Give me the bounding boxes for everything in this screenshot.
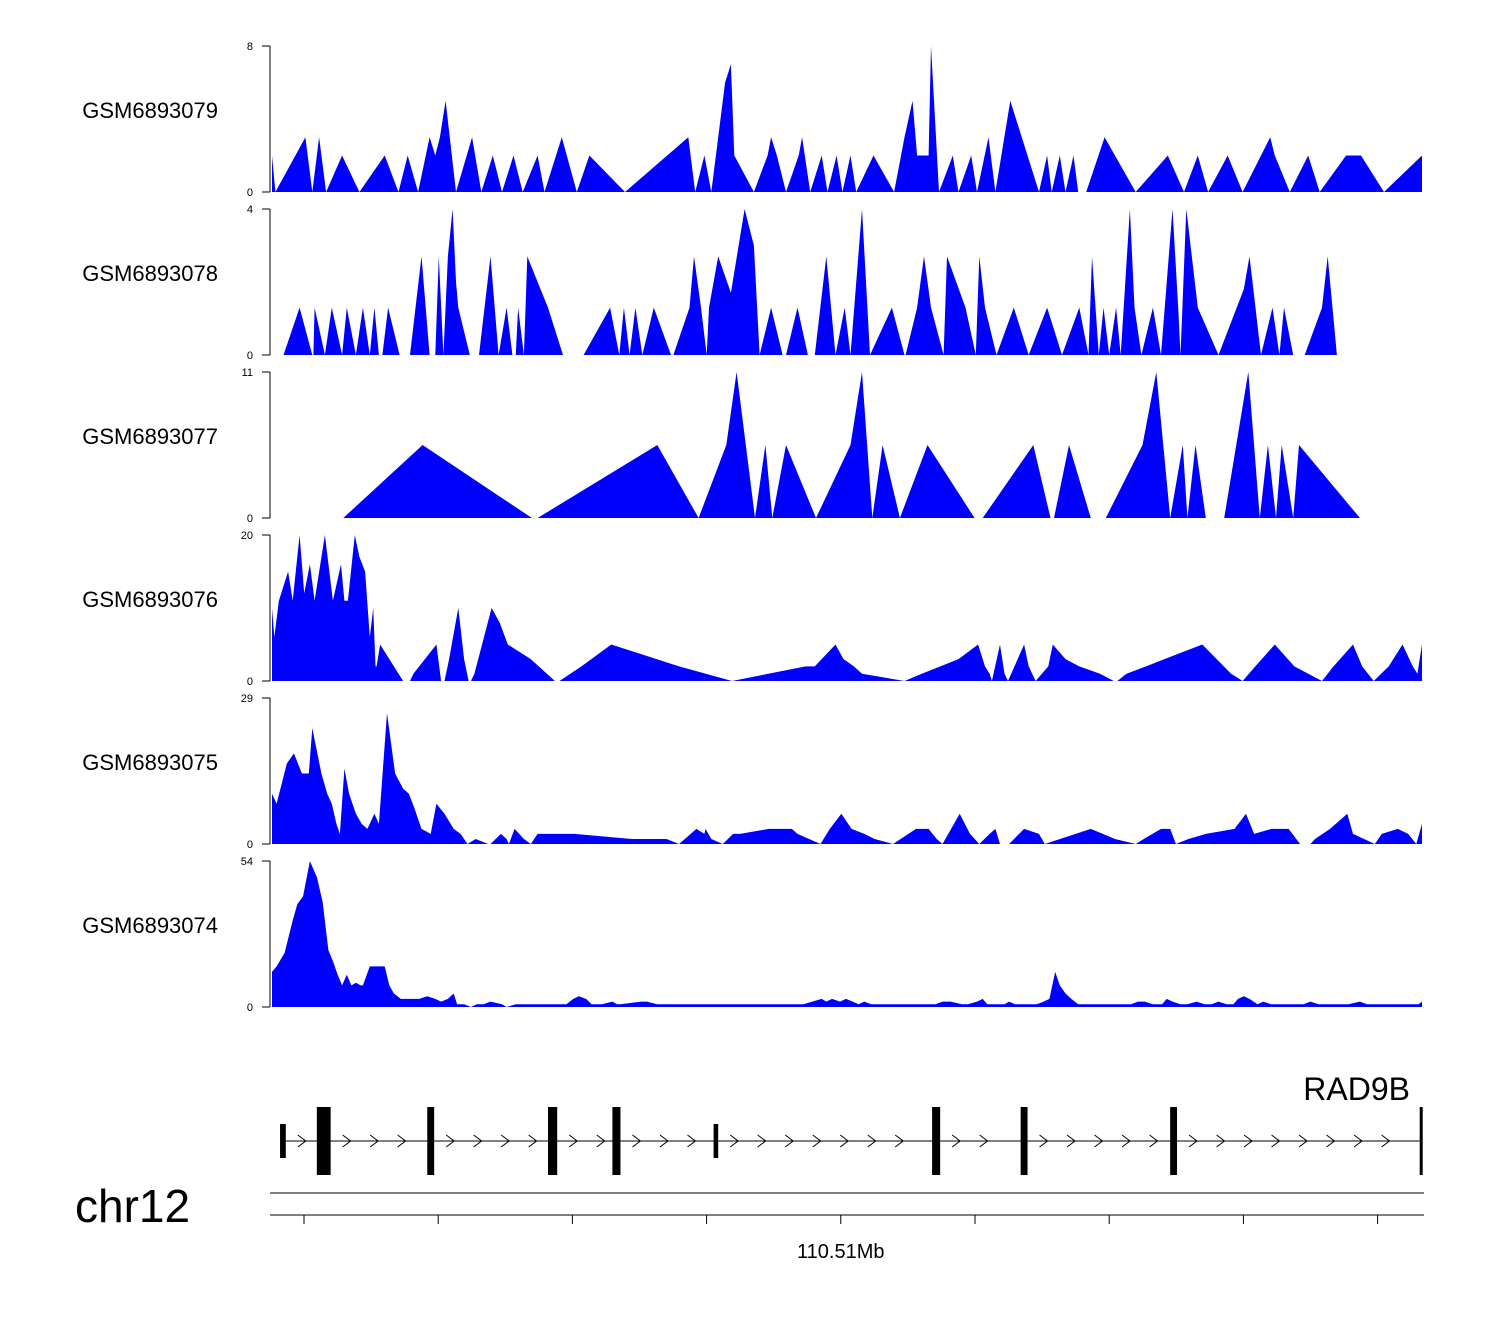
exon-block bbox=[1419, 1107, 1423, 1175]
exon-block bbox=[1020, 1107, 1028, 1175]
y-tick-label-min: 0 bbox=[247, 350, 253, 362]
utr-block bbox=[280, 1124, 286, 1158]
track-label: GSM6893076 bbox=[82, 587, 218, 612]
track-label: GSM6893075 bbox=[82, 750, 218, 775]
strand-arrow bbox=[1216, 1134, 1226, 1148]
strand-arrow bbox=[757, 1134, 767, 1148]
exon-block bbox=[612, 1107, 621, 1175]
y-tick-label-max: 11 bbox=[242, 367, 253, 379]
data-tracks: GSM689307980GSM689307840GSM6893077110GSM… bbox=[82, 41, 1422, 1014]
exon-block bbox=[1170, 1107, 1178, 1175]
strand-arrow bbox=[1121, 1134, 1131, 1148]
exon-block bbox=[427, 1107, 435, 1175]
strand-arrow bbox=[1381, 1134, 1391, 1148]
strand-arrow bbox=[979, 1134, 989, 1148]
track-GSM6893079: GSM6893079 8 0 bbox=[82, 41, 1422, 199]
strand-arrow bbox=[568, 1134, 579, 1148]
track-GSM6893078: GSM6893078 4 0 bbox=[82, 204, 1337, 362]
strand-arrow bbox=[1188, 1134, 1198, 1148]
strand-arrow bbox=[473, 1134, 483, 1148]
strand-arrow bbox=[1271, 1134, 1281, 1148]
strand-arrow bbox=[867, 1134, 877, 1148]
exon-block bbox=[934, 1107, 938, 1175]
strand-arrow bbox=[297, 1134, 307, 1148]
track-label: GSM6893077 bbox=[82, 424, 218, 449]
strand-arrow bbox=[342, 1134, 352, 1148]
strand-arrow bbox=[951, 1134, 961, 1148]
strand-arrow bbox=[397, 1134, 407, 1148]
y-tick-label-min: 0 bbox=[247, 513, 253, 525]
y-tick-label-min: 0 bbox=[247, 676, 253, 688]
strand-arrow bbox=[596, 1134, 606, 1148]
track-GSM6893074: GSM6893074 54 0 bbox=[82, 856, 1422, 1014]
strand-arrow bbox=[839, 1134, 850, 1148]
strand-arrow bbox=[1326, 1134, 1336, 1148]
y-tick-label-max: 8 bbox=[247, 41, 253, 53]
track-label: GSM6893079 bbox=[82, 98, 218, 123]
signal-area bbox=[272, 535, 1422, 681]
signal-area bbox=[343, 372, 1360, 518]
track-GSM6893077: GSM6893077 11 0 bbox=[82, 367, 1360, 525]
signal-area bbox=[272, 861, 1422, 1007]
exon-block bbox=[548, 1107, 558, 1175]
strand-arrow bbox=[369, 1134, 379, 1148]
strand-arrow bbox=[1094, 1134, 1104, 1148]
strand-arrow bbox=[500, 1134, 510, 1148]
genome-axis: chr12 110.51Mb bbox=[75, 1180, 1424, 1263]
y-tick-label-min: 0 bbox=[247, 839, 253, 851]
strand-arrow bbox=[1298, 1134, 1308, 1148]
gene-name-label: RAD9B bbox=[1303, 1071, 1410, 1107]
signal-area bbox=[272, 46, 1422, 192]
strand-arrow bbox=[784, 1134, 795, 1148]
strand-arrow bbox=[528, 1134, 538, 1148]
strand-arrow bbox=[659, 1134, 669, 1148]
strand-arrow bbox=[1243, 1134, 1253, 1148]
strand-arrow bbox=[1149, 1134, 1159, 1148]
utr-block bbox=[713, 1124, 719, 1158]
signal-area bbox=[283, 209, 1337, 355]
strand-arrow bbox=[1066, 1134, 1076, 1148]
y-tick-label-max: 54 bbox=[241, 856, 253, 868]
strand-arrow bbox=[812, 1134, 822, 1148]
y-tick-label-max: 29 bbox=[241, 693, 253, 705]
strand-arrow bbox=[729, 1134, 740, 1148]
strand-arrow bbox=[1353, 1134, 1363, 1148]
track-GSM6893075: GSM6893075 29 0 bbox=[82, 693, 1422, 851]
track-GSM6893076: GSM6893076 20 0 bbox=[82, 530, 1422, 688]
strand-arrow bbox=[687, 1134, 697, 1148]
gene-track: RAD9B bbox=[280, 1071, 1423, 1175]
strand-arrow bbox=[894, 1134, 905, 1148]
y-tick-label-min: 0 bbox=[247, 1002, 253, 1014]
track-label: GSM6893074 bbox=[82, 913, 218, 938]
axis-tick-label: 110.51Mb bbox=[797, 1241, 884, 1263]
y-tick-label-max: 4 bbox=[247, 204, 253, 216]
strand-arrow bbox=[632, 1134, 642, 1148]
chromosome-label: chr12 bbox=[75, 1180, 190, 1232]
exon-block bbox=[326, 1107, 330, 1175]
strand-arrow bbox=[445, 1134, 455, 1148]
y-tick-label-min: 0 bbox=[247, 187, 253, 199]
strand-arrow bbox=[1039, 1134, 1049, 1148]
track-label: GSM6893078 bbox=[82, 261, 218, 286]
signal-area bbox=[272, 713, 1422, 844]
y-tick-label-max: 20 bbox=[241, 530, 253, 542]
